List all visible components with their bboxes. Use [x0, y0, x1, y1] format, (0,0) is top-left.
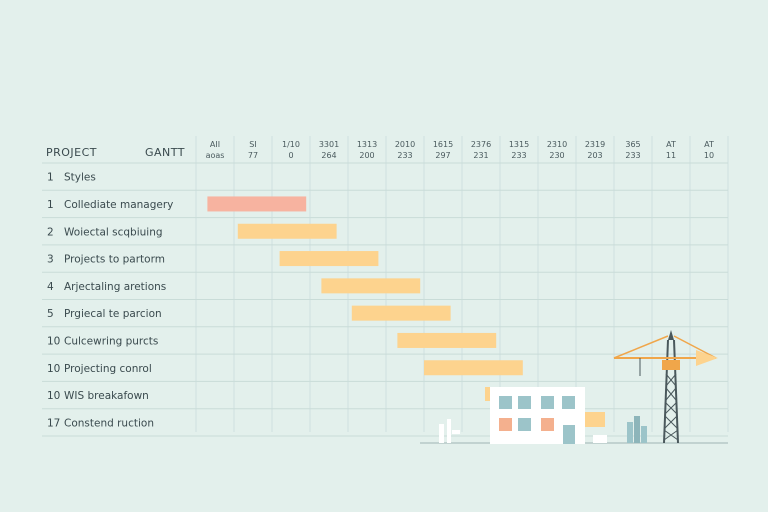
- task-bar: [351, 305, 451, 321]
- header-project-label: PROJECT: [46, 146, 97, 159]
- column-label-bottom: 203: [587, 151, 602, 160]
- column-label-top: 365: [625, 140, 640, 149]
- task-number: 10: [47, 335, 60, 347]
- task-label: Collediate managery: [64, 199, 173, 211]
- task-label: Styles: [64, 172, 96, 184]
- task-number: 4: [47, 281, 54, 293]
- column-label-top: 3301: [319, 140, 339, 149]
- column-label-bottom: 11: [666, 151, 676, 160]
- task-number: 5: [47, 308, 54, 320]
- task-number: 10: [47, 390, 60, 402]
- task-label: Arjectaling aretions: [64, 281, 166, 293]
- task-bar: [397, 332, 497, 348]
- column-label-top: AT: [666, 140, 676, 149]
- column-label-bottom: 200: [359, 151, 374, 160]
- column-label-top: AT: [704, 140, 714, 149]
- task-list: 1 Styles 1 Collediate managery 2 Woiectal scq…: [47, 172, 173, 430]
- task-number: 2: [47, 226, 54, 238]
- task-bars: [207, 196, 523, 376]
- task-number: 1: [47, 172, 54, 184]
- column-label-bottom: 77: [248, 151, 258, 160]
- task-label: Projects to partorm: [64, 254, 165, 266]
- task-bar: [279, 251, 379, 267]
- column-label-bottom: 0: [288, 151, 293, 160]
- task-label: WIS breakafown: [64, 390, 149, 402]
- task-label: Culcewring purcts: [64, 335, 158, 347]
- column-label-top: 1615: [433, 140, 453, 149]
- column-label-bottom: 297: [435, 151, 450, 160]
- column-label-top: 1315: [509, 140, 529, 149]
- task-bar: [207, 196, 307, 212]
- column-label-top: 2310: [547, 140, 567, 149]
- stacked-blocks-icon: [627, 416, 647, 443]
- construction-illustration: [420, 330, 728, 444]
- timeline-column-labels: AII aoas SI 77 1/10 0 3301 264 1313 200 2010 233 161…: [206, 140, 715, 160]
- task-number: 10: [47, 363, 60, 375]
- column-label-top: 2319: [585, 140, 605, 149]
- column-label-bottom: 231: [473, 151, 488, 160]
- column-label-top: 1/10: [282, 140, 300, 149]
- small-pillars-icon: [439, 419, 460, 443]
- column-label-bottom: 233: [511, 151, 526, 160]
- task-label: Prgiecal te parcion: [64, 308, 162, 320]
- task-number: 1: [47, 199, 54, 211]
- column-label-bottom: aoas: [206, 151, 225, 160]
- column-label-bottom: 233: [397, 151, 412, 160]
- header-gantt-label: GANTT: [145, 146, 185, 159]
- column-label-top: 2010: [395, 140, 415, 149]
- task-label: Projecting conrol: [64, 363, 152, 375]
- column-label-top: SI: [249, 140, 256, 149]
- column-label-top: AII: [210, 140, 220, 149]
- chart-grid: [42, 136, 729, 437]
- task-bar: [424, 360, 523, 376]
- task-label: Woiectal scqbiuing: [64, 226, 163, 238]
- column-label-bottom: 233: [625, 151, 640, 160]
- task-number: 17: [47, 417, 60, 429]
- crate-icon: [585, 412, 605, 427]
- column-label-top: 2376: [471, 140, 491, 149]
- crane-icon: [613, 330, 718, 444]
- small-block-icon: [593, 435, 607, 443]
- column-label-bottom: 264: [321, 151, 336, 160]
- task-bar: [321, 278, 421, 294]
- task-number: 3: [47, 254, 54, 266]
- building-icon: [485, 387, 585, 444]
- column-label-bottom: 10: [704, 151, 714, 160]
- column-label-bottom: 230: [549, 151, 564, 160]
- column-label-top: 1313: [357, 140, 377, 149]
- task-bar: [237, 223, 337, 239]
- task-label: Constend ruction: [64, 417, 154, 429]
